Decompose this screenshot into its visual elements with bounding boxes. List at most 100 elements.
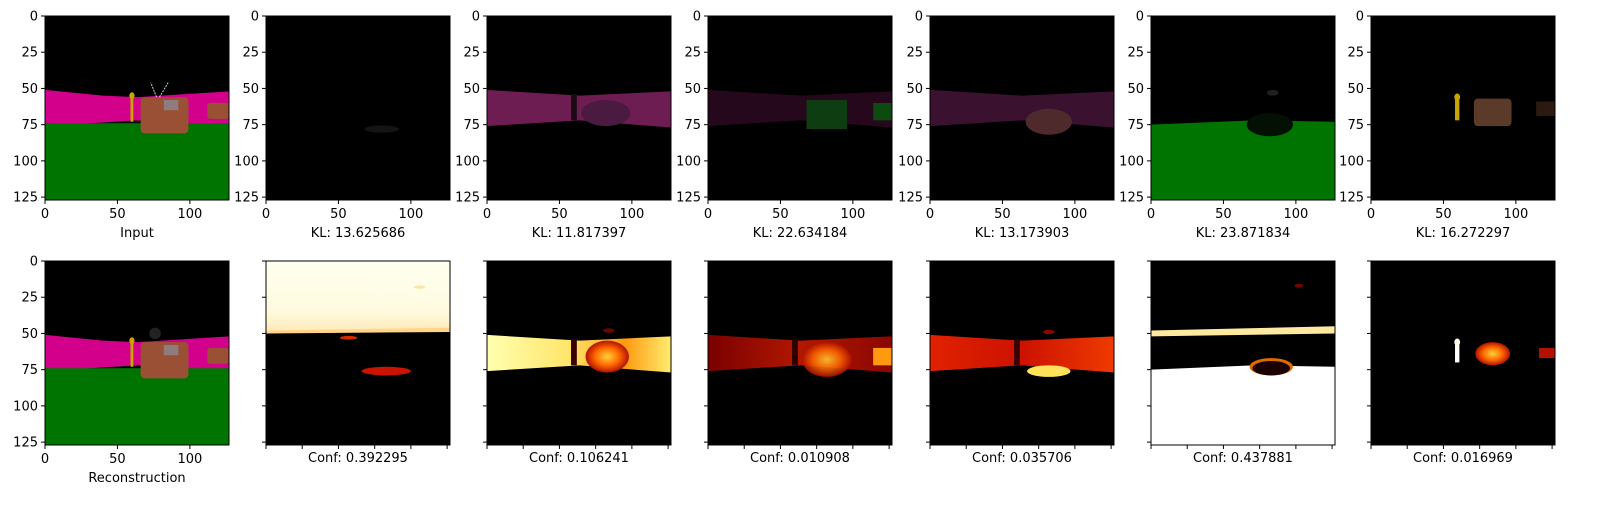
panel-frame xyxy=(1150,260,1336,446)
pole-shadow xyxy=(792,339,798,366)
panel-bottom-3: Conf: 0.010908 xyxy=(704,260,893,466)
panel-top-3: 0 0 25 50 50 75 100 100 125 KL: 22.634184 xyxy=(676,10,893,241)
pole xyxy=(130,340,134,367)
panel-label: Conf: 0.392295 xyxy=(308,451,408,466)
hot-object xyxy=(1475,342,1511,366)
panel-frame xyxy=(486,260,672,446)
pole xyxy=(1455,97,1460,121)
side-object-green xyxy=(873,102,892,121)
hot-mark xyxy=(1294,283,1304,288)
y-tick-label: 75 xyxy=(906,118,923,133)
y-tick-label: 100 xyxy=(898,154,923,169)
faint-object xyxy=(364,125,400,133)
y-tick-label: 100 xyxy=(13,399,38,414)
hot-pole xyxy=(1455,342,1460,363)
panel-frame xyxy=(1370,15,1556,201)
pole-shadow xyxy=(1014,339,1020,366)
panel-image xyxy=(45,16,229,200)
object-shadow xyxy=(1246,113,1293,137)
y-tick-label: 50 xyxy=(21,327,38,342)
panel-image xyxy=(1371,16,1555,200)
hot-object xyxy=(361,366,411,376)
faint-mark xyxy=(1266,89,1279,96)
y-tick-label: 25 xyxy=(242,46,259,61)
y-tick-label: 75 xyxy=(1127,118,1144,133)
y-tick-label: 25 xyxy=(1347,46,1364,61)
x-tick-label: 0 xyxy=(41,452,49,467)
hot-side-object xyxy=(873,347,892,366)
y-tick-label: 50 xyxy=(1127,82,1144,97)
x-tick-label: 50 xyxy=(109,452,126,467)
panel-label: Input xyxy=(120,226,154,241)
panel-top-5: 0 0 25 50 50 75 100 100 125 KL: 23.871834 xyxy=(1119,10,1336,241)
x-tick-label: 0 xyxy=(41,207,49,222)
y-tick-label: 25 xyxy=(906,46,923,61)
panel-frame xyxy=(1370,260,1556,446)
panel-label: KL: 23.871834 xyxy=(1196,226,1291,241)
hot-object xyxy=(585,340,629,373)
y-tick-label: 25 xyxy=(1127,46,1144,61)
y-tick-label: 0 xyxy=(251,10,259,25)
panel-frame xyxy=(929,260,1115,446)
y-tick-label: 0 xyxy=(30,10,38,25)
background xyxy=(1371,261,1555,445)
y-tick-label: 75 xyxy=(463,118,480,133)
x-tick-label: 50 xyxy=(551,207,568,222)
y-tick-label: 100 xyxy=(1339,154,1364,169)
panel-label: Reconstruction xyxy=(88,471,185,486)
hot-band xyxy=(930,334,1114,373)
panel-label: KL: 13.173903 xyxy=(975,226,1070,241)
y-tick-label: 50 xyxy=(1347,82,1364,97)
panel-frame xyxy=(707,15,893,201)
y-tick-label: 125 xyxy=(13,191,38,206)
panel-label: KL: 13.625686 xyxy=(311,226,406,241)
panel-frame xyxy=(707,260,893,446)
y-tick-label: 75 xyxy=(242,118,259,133)
panel-frame xyxy=(486,15,672,201)
panel-image xyxy=(487,16,671,200)
x-tick-label: 100 xyxy=(398,207,423,222)
panel-bottom-1: Conf: 0.392295 xyxy=(262,260,451,466)
y-tick-label: 75 xyxy=(1347,118,1364,133)
y-tick-label: 50 xyxy=(684,82,701,97)
object-box xyxy=(1473,98,1512,127)
y-tick-label: 75 xyxy=(21,118,38,133)
y-tick-label: 0 xyxy=(1356,10,1364,25)
y-tick-label: 0 xyxy=(1136,10,1144,25)
x-tick-label: 50 xyxy=(109,207,126,222)
panel-top-0: 0 0 25 50 50 75 100 100 125 Input xyxy=(13,10,230,241)
x-tick-label: 100 xyxy=(1062,207,1087,222)
x-tick-label: 0 xyxy=(926,207,934,222)
ground-region xyxy=(45,123,229,200)
x-tick-label: 0 xyxy=(262,207,270,222)
background xyxy=(1371,16,1555,200)
y-tick-label: 100 xyxy=(13,154,38,169)
object-shadow xyxy=(1025,108,1072,135)
object-screen xyxy=(163,100,179,111)
y-tick-label: 0 xyxy=(915,10,923,25)
y-tick-label: 0 xyxy=(472,10,480,25)
pole xyxy=(130,95,134,122)
hot-pole-top xyxy=(1454,338,1461,346)
pole-shadow xyxy=(571,339,577,366)
hot-sky xyxy=(266,261,450,332)
panel-bottom-5: Conf: 0.437881 xyxy=(1147,260,1336,466)
panel-label: Conf: 0.035706 xyxy=(972,451,1072,466)
ground-region xyxy=(1151,120,1335,200)
panel-image xyxy=(1151,16,1335,200)
panel-bottom-2: Conf: 0.106241 xyxy=(483,260,672,466)
hot-mark xyxy=(339,335,358,340)
x-tick-label: 100 xyxy=(177,207,202,222)
panel-frame xyxy=(265,260,451,446)
hot-mark xyxy=(1043,329,1055,335)
y-tick-label: 100 xyxy=(455,154,480,169)
x-tick-label: 0 xyxy=(483,207,491,222)
y-tick-label: 100 xyxy=(676,154,701,169)
pole-top xyxy=(129,337,135,345)
side-object xyxy=(207,347,229,364)
y-tick-label: 125 xyxy=(1119,191,1144,206)
x-tick-label: 50 xyxy=(1215,207,1232,222)
hot-side-object xyxy=(1539,347,1555,359)
object-green xyxy=(806,100,848,130)
